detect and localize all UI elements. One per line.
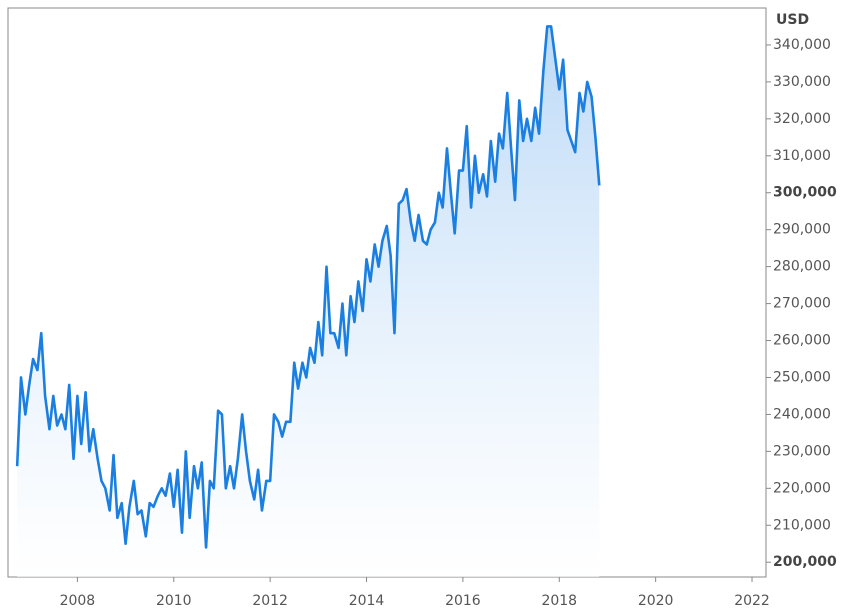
y-tick-label: 220,000 bbox=[773, 480, 831, 496]
y-tick-label: 300,000 bbox=[773, 185, 837, 201]
price-line bbox=[15, 25, 601, 549]
x-tick-label: 2008 bbox=[60, 593, 96, 609]
x-tick-label: 2016 bbox=[445, 593, 481, 609]
y-tick-label: 200,000 bbox=[773, 554, 837, 570]
x-tick-label: 2014 bbox=[349, 593, 385, 609]
y-tick-label: 290,000 bbox=[773, 222, 831, 238]
y-tick-label: 330,000 bbox=[773, 74, 831, 90]
y-tick-label: 270,000 bbox=[773, 296, 831, 312]
y-tick-label: 240,000 bbox=[773, 406, 831, 422]
x-tick-label: 2020 bbox=[638, 593, 674, 609]
y-tick-label: 250,000 bbox=[773, 369, 831, 385]
y-tick-label: 280,000 bbox=[773, 259, 831, 275]
x-tick-label: 2022 bbox=[734, 593, 770, 609]
y-tick-label: 340,000 bbox=[773, 37, 831, 53]
y-tick-label: 260,000 bbox=[773, 333, 831, 349]
x-tick-label: 2010 bbox=[156, 593, 192, 609]
y-tick-label: 230,000 bbox=[773, 443, 831, 459]
x-tick-label: 2012 bbox=[252, 593, 288, 609]
y-tick-label: 210,000 bbox=[773, 517, 831, 533]
y-tick-label: 310,000 bbox=[773, 148, 831, 164]
y-axis-label: USD bbox=[776, 12, 809, 28]
area-fill bbox=[17, 26, 600, 578]
y-tick-label: 320,000 bbox=[773, 111, 831, 127]
x-tick-label: 2018 bbox=[541, 593, 577, 609]
